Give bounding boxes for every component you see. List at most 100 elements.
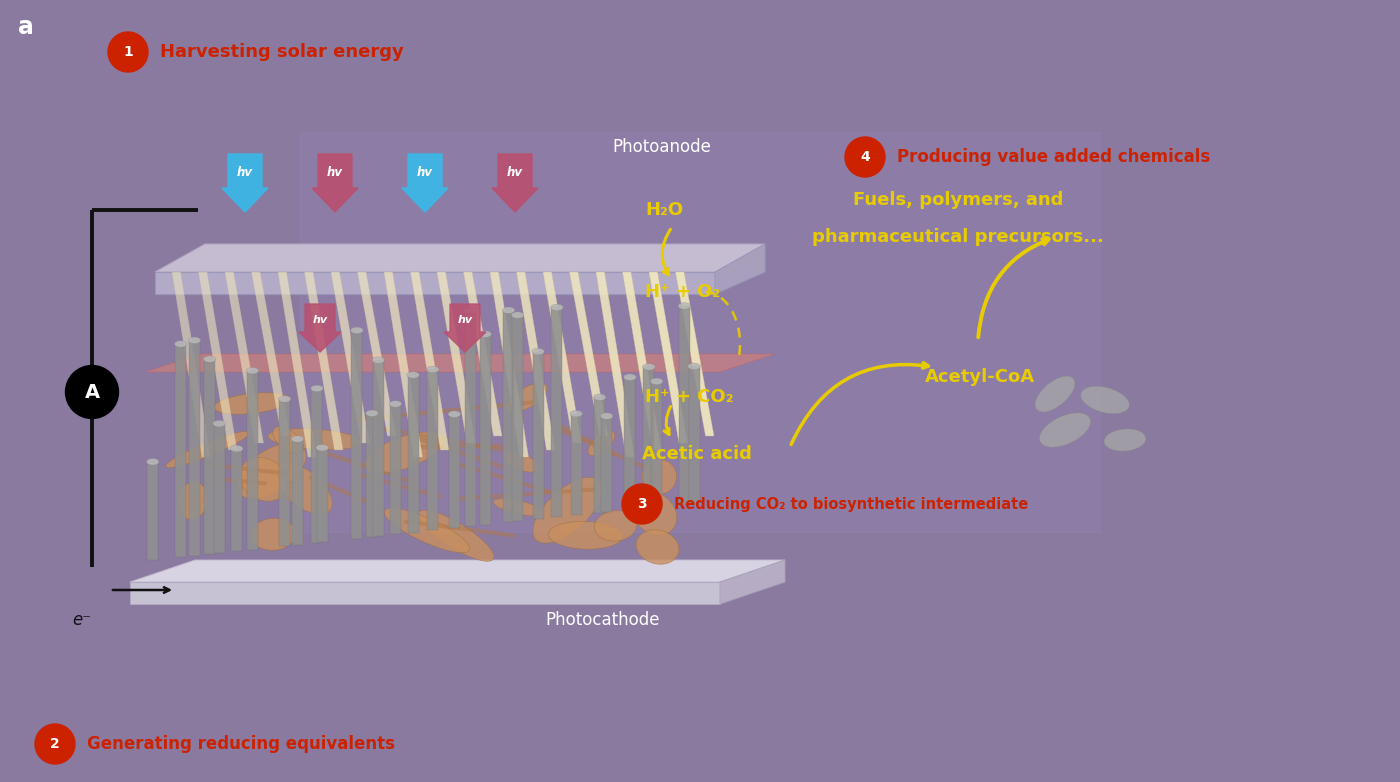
Ellipse shape bbox=[550, 304, 563, 310]
Ellipse shape bbox=[365, 410, 378, 417]
Bar bbox=[644, 367, 654, 508]
Ellipse shape bbox=[678, 303, 690, 309]
Ellipse shape bbox=[267, 429, 361, 450]
Text: H₂O: H₂O bbox=[645, 201, 683, 219]
Ellipse shape bbox=[1081, 386, 1130, 414]
Ellipse shape bbox=[350, 327, 363, 334]
Text: hv: hv bbox=[237, 166, 253, 178]
FancyArrow shape bbox=[402, 154, 448, 212]
Polygon shape bbox=[130, 582, 720, 604]
Polygon shape bbox=[650, 272, 687, 443]
Polygon shape bbox=[517, 272, 554, 450]
Polygon shape bbox=[146, 354, 776, 372]
Bar bbox=[351, 330, 363, 539]
Text: Acetic acid: Acetic acid bbox=[643, 445, 752, 463]
Text: pharmaceutical precursors...: pharmaceutical precursors... bbox=[812, 228, 1105, 246]
Ellipse shape bbox=[389, 400, 402, 407]
Polygon shape bbox=[384, 272, 423, 457]
Text: hv: hv bbox=[417, 166, 433, 178]
Bar bbox=[189, 340, 200, 556]
Ellipse shape bbox=[147, 458, 160, 465]
Ellipse shape bbox=[687, 363, 700, 370]
Ellipse shape bbox=[311, 386, 323, 392]
Polygon shape bbox=[570, 272, 608, 436]
Ellipse shape bbox=[427, 366, 440, 372]
Polygon shape bbox=[410, 272, 449, 450]
Ellipse shape bbox=[231, 446, 244, 452]
Ellipse shape bbox=[601, 413, 613, 419]
Ellipse shape bbox=[279, 396, 291, 402]
Ellipse shape bbox=[533, 477, 602, 543]
Ellipse shape bbox=[273, 427, 304, 454]
Bar bbox=[689, 366, 700, 503]
Polygon shape bbox=[490, 272, 529, 457]
Polygon shape bbox=[357, 272, 396, 436]
Ellipse shape bbox=[505, 452, 538, 472]
Text: hv: hv bbox=[507, 166, 524, 178]
Polygon shape bbox=[596, 272, 634, 457]
Bar bbox=[391, 404, 400, 534]
Ellipse shape bbox=[1039, 413, 1091, 447]
Polygon shape bbox=[437, 272, 476, 443]
Text: 1: 1 bbox=[123, 45, 133, 59]
Ellipse shape bbox=[448, 411, 461, 418]
Text: e⁻: e⁻ bbox=[73, 611, 91, 629]
FancyArrow shape bbox=[223, 154, 267, 212]
Ellipse shape bbox=[214, 393, 290, 414]
Bar bbox=[601, 416, 612, 512]
Ellipse shape bbox=[372, 357, 385, 364]
Polygon shape bbox=[155, 272, 715, 294]
Bar bbox=[594, 397, 605, 513]
FancyArrow shape bbox=[312, 154, 358, 212]
Text: Reducing CO₂ to biosynthetic intermediate: Reducing CO₂ to biosynthetic intermediat… bbox=[673, 497, 1028, 511]
Bar bbox=[651, 382, 662, 507]
Polygon shape bbox=[675, 272, 714, 436]
Text: Producing value added chemicals: Producing value added chemicals bbox=[897, 148, 1210, 166]
Bar bbox=[571, 414, 581, 515]
Ellipse shape bbox=[570, 411, 582, 417]
Ellipse shape bbox=[407, 371, 419, 378]
Bar bbox=[300, 132, 1100, 532]
FancyArrow shape bbox=[444, 304, 486, 352]
Polygon shape bbox=[715, 244, 764, 294]
Circle shape bbox=[35, 724, 76, 764]
Polygon shape bbox=[623, 272, 661, 450]
Text: Acetyl-CoA: Acetyl-CoA bbox=[925, 368, 1035, 386]
Polygon shape bbox=[463, 272, 503, 436]
Ellipse shape bbox=[273, 462, 332, 515]
Bar bbox=[175, 344, 186, 558]
Bar bbox=[246, 371, 258, 550]
Ellipse shape bbox=[237, 443, 307, 499]
Polygon shape bbox=[130, 560, 785, 582]
Bar bbox=[407, 375, 419, 533]
Ellipse shape bbox=[1035, 376, 1075, 412]
Text: Photocathode: Photocathode bbox=[545, 611, 659, 629]
Bar bbox=[624, 377, 636, 509]
Polygon shape bbox=[305, 272, 343, 450]
Ellipse shape bbox=[251, 518, 295, 551]
Circle shape bbox=[108, 32, 148, 72]
Text: 4: 4 bbox=[860, 150, 869, 164]
Ellipse shape bbox=[623, 374, 636, 380]
Bar bbox=[552, 307, 563, 517]
Bar bbox=[532, 352, 543, 519]
Bar bbox=[147, 462, 158, 560]
Ellipse shape bbox=[213, 421, 225, 427]
Ellipse shape bbox=[1105, 429, 1147, 451]
Text: hv: hv bbox=[458, 315, 473, 325]
Text: Generating reducing equivalents: Generating reducing equivalents bbox=[87, 735, 395, 753]
Ellipse shape bbox=[246, 368, 259, 374]
Polygon shape bbox=[199, 272, 237, 450]
FancyArrow shape bbox=[300, 304, 342, 352]
Text: hv: hv bbox=[312, 315, 328, 325]
Text: Fuels, polymers, and: Fuels, polymers, and bbox=[853, 191, 1063, 209]
Circle shape bbox=[622, 484, 662, 524]
Ellipse shape bbox=[507, 383, 547, 412]
Text: Photoanode: Photoanode bbox=[612, 138, 711, 156]
Text: H⁺ + CO₂: H⁺ + CO₂ bbox=[645, 388, 734, 406]
Bar bbox=[372, 360, 384, 536]
Bar bbox=[427, 369, 438, 530]
FancyArrow shape bbox=[491, 154, 538, 212]
Polygon shape bbox=[543, 272, 581, 443]
Ellipse shape bbox=[643, 364, 655, 370]
